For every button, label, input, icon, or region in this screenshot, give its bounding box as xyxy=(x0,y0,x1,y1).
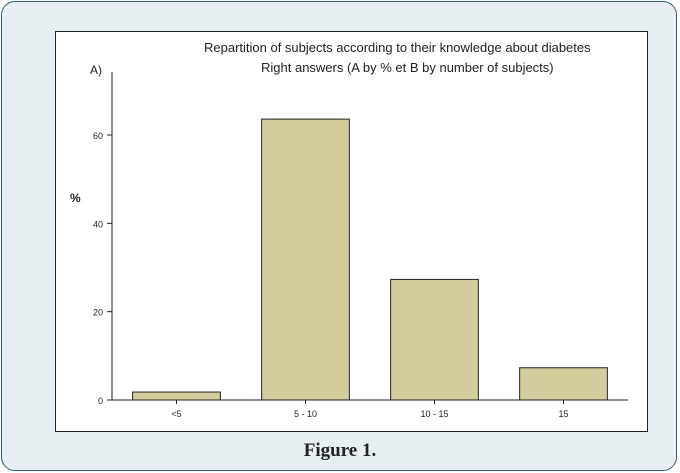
bar xyxy=(132,391,221,401)
bar xyxy=(519,367,608,401)
x-tick-label: 15 xyxy=(558,409,568,419)
y-axis-label: % xyxy=(70,191,81,205)
x-tick-label: 5 - 10 xyxy=(294,409,317,419)
figure-caption: Figure 1. xyxy=(303,440,377,461)
bar xyxy=(390,278,479,401)
y-tick-label: 20 xyxy=(93,308,103,318)
x-tick-label: <5 xyxy=(171,409,181,419)
y-tick-label: 0 xyxy=(98,396,103,406)
chart-frame: Repartition of subjects according to the… xyxy=(55,31,648,432)
y-tick-label: 60 xyxy=(93,131,103,141)
chart-title: Repartition of subjects according to the… xyxy=(204,40,591,55)
y-tick-label: 40 xyxy=(93,219,103,229)
bar xyxy=(261,118,350,401)
panel-label: A) xyxy=(90,63,102,77)
bar-chart: Repartition of subjects according to the… xyxy=(70,40,628,419)
plot-area: 0 20 40 60 <5 5 - 10 10 - 15 15 xyxy=(93,72,628,419)
x-tick-label: 10 - 15 xyxy=(420,409,448,419)
chart-subtitle: Right answers (A by % et B by number of … xyxy=(261,60,554,75)
